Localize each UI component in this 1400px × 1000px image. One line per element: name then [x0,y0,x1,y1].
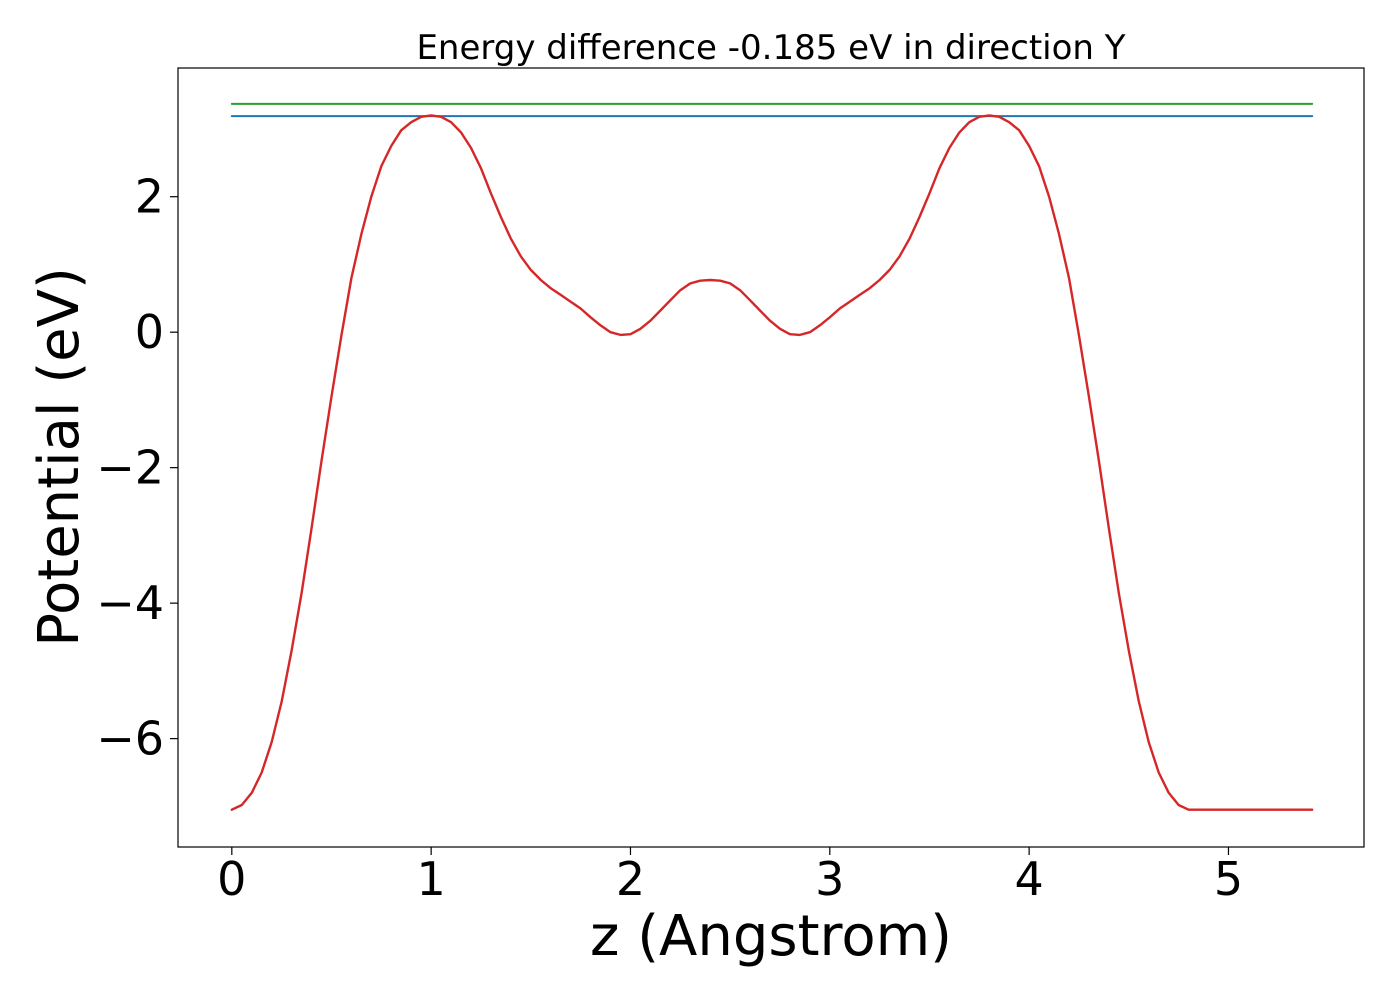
y-tick-label: 2 [135,170,164,224]
y-tick-label: −2 [96,441,164,495]
y-tick-label: −6 [96,712,164,766]
y-axis-ticks: 2 0 −2 −4 −6 [96,170,178,766]
x-axis-label: z (Angstrom) [590,904,952,969]
y-axis-label: Potential (eV) [27,267,92,647]
series-layer [230,102,1314,811]
x-tick-label: 1 [417,852,446,906]
y-tick-label: 0 [135,305,164,359]
series-line-3 [230,114,1314,811]
x-tick-label: 5 [1214,852,1243,906]
x-tick-label: 0 [217,852,246,906]
plot-area-frame [177,67,1365,848]
y-tick-label: −4 [96,576,164,630]
chart-title: Energy difference -0.185 eV in direction… [416,28,1125,68]
x-axis-ticks: 0 1 2 3 4 5 [217,847,1243,906]
x-tick-label: 4 [1014,852,1043,906]
x-tick-label: 3 [815,852,844,906]
x-tick-label: 2 [616,852,645,906]
